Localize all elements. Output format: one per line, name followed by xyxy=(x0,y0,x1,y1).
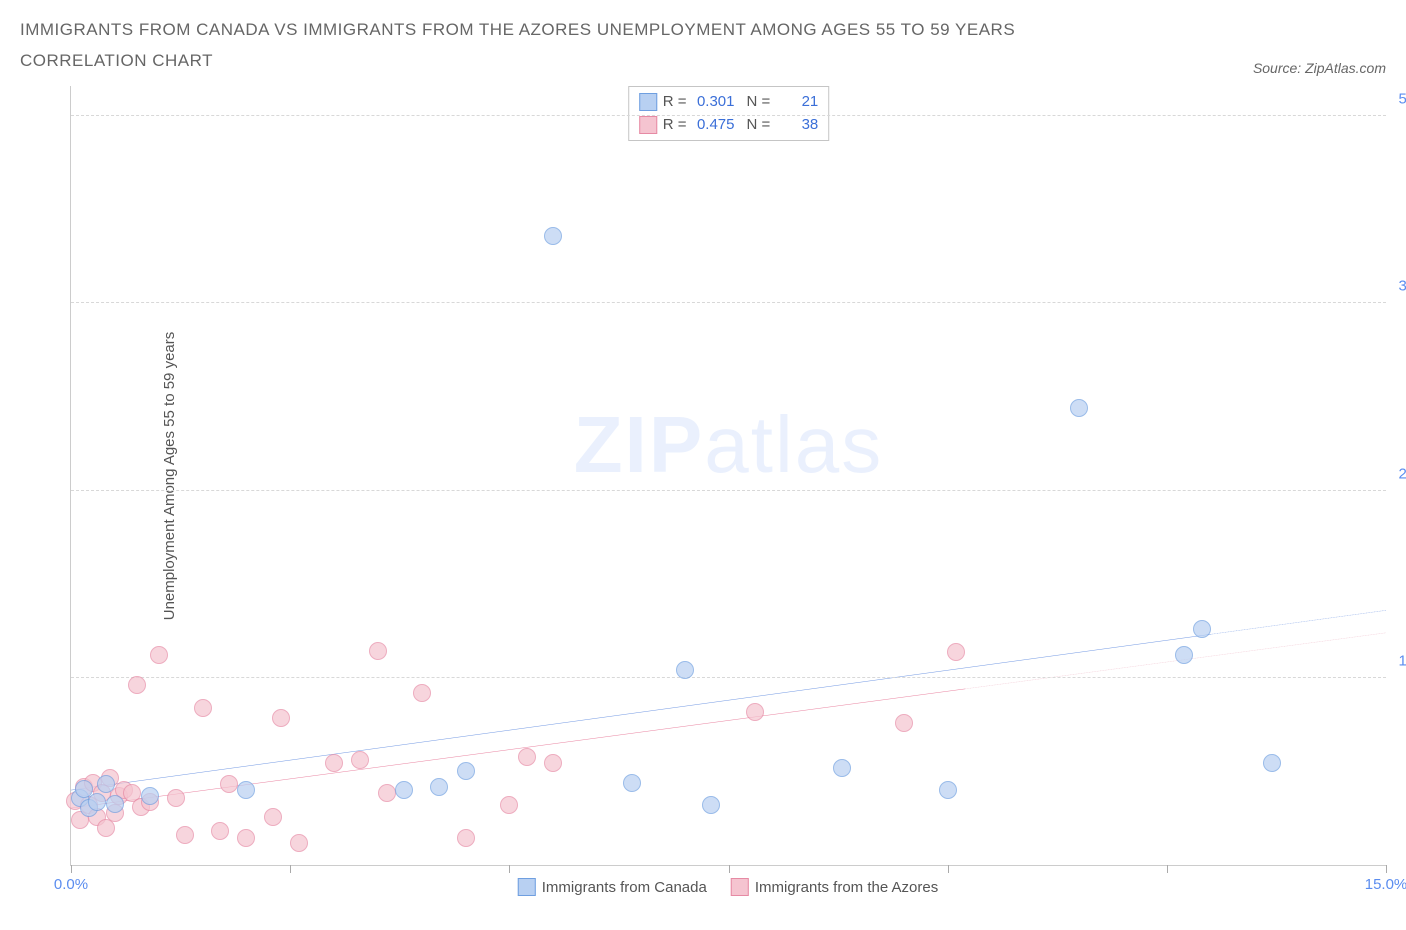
data-point xyxy=(272,709,290,727)
stats-row: R = 0.301 N =21 xyxy=(639,91,819,114)
data-point xyxy=(264,808,282,826)
legend-label: Immigrants from the Azores xyxy=(755,879,938,896)
data-point xyxy=(378,784,396,802)
legend-swatch xyxy=(639,93,657,111)
data-point xyxy=(518,748,536,766)
data-point xyxy=(623,774,641,792)
gridline xyxy=(71,302,1386,303)
data-point xyxy=(237,829,255,847)
y-tick-label: 37.5% xyxy=(1398,278,1406,295)
data-point xyxy=(1175,646,1193,664)
data-point xyxy=(351,751,369,769)
data-point xyxy=(128,676,146,694)
gridline xyxy=(71,677,1386,678)
legend-swatch xyxy=(639,116,657,134)
data-point xyxy=(194,699,212,717)
data-point xyxy=(413,684,431,702)
x-tick xyxy=(290,865,291,873)
y-tick-label: 12.5% xyxy=(1398,652,1406,669)
data-point xyxy=(220,775,238,793)
watermark-light: atlas xyxy=(704,400,883,489)
y-tick-label: 25.0% xyxy=(1398,465,1406,482)
x-tick xyxy=(71,865,72,873)
legend-swatch xyxy=(518,878,536,896)
data-point xyxy=(676,661,694,679)
data-point xyxy=(947,643,965,661)
x-tick xyxy=(729,865,730,873)
trend-lines xyxy=(71,86,1386,865)
legend-swatch xyxy=(731,878,749,896)
x-tick-label: 0.0% xyxy=(54,876,88,893)
data-point xyxy=(544,754,562,772)
data-point xyxy=(369,642,387,660)
scatter-plot: ZIPatlas R =0.301N =21R =0.475N =38 12.5… xyxy=(70,86,1386,866)
data-point xyxy=(1070,399,1088,417)
x-tick xyxy=(509,865,510,873)
x-tick-label: 15.0% xyxy=(1365,876,1406,893)
data-point xyxy=(895,714,913,732)
x-tick xyxy=(1167,865,1168,873)
gridline xyxy=(71,115,1386,116)
data-point xyxy=(1193,620,1211,638)
legend-label: Immigrants from Canada xyxy=(542,879,707,896)
stats-legend: R = 0.301 N =21 R = 0.475 N =38 xyxy=(628,86,830,141)
data-point xyxy=(702,796,720,814)
r-value: 0.475 xyxy=(693,114,735,137)
data-point xyxy=(150,646,168,664)
data-point xyxy=(290,834,308,852)
data-point xyxy=(106,795,124,813)
y-tick-label: 50.0% xyxy=(1398,91,1406,108)
legend-item: Immigrants from Canada xyxy=(518,878,707,896)
n-value: 38 xyxy=(776,114,818,137)
data-point xyxy=(237,781,255,799)
series-legend: Immigrants from Canada Immigrants from th… xyxy=(518,878,938,896)
data-point xyxy=(167,789,185,807)
data-point xyxy=(457,762,475,780)
data-point xyxy=(1263,754,1281,772)
data-point xyxy=(176,826,194,844)
data-point xyxy=(746,703,764,721)
data-point xyxy=(939,781,957,799)
data-point xyxy=(141,787,159,805)
source-label: Source: ZipAtlas.com xyxy=(1253,60,1386,76)
chart-title: IMMIGRANTS FROM CANADA VS IMMIGRANTS FRO… xyxy=(20,15,1120,76)
data-point xyxy=(544,227,562,245)
r-label: R = xyxy=(663,91,687,114)
data-point xyxy=(325,754,343,772)
n-label: N = xyxy=(747,91,771,114)
watermark: ZIPatlas xyxy=(574,399,883,491)
n-label: N = xyxy=(747,114,771,137)
x-tick xyxy=(1386,865,1387,873)
watermark-bold: ZIP xyxy=(574,400,704,489)
x-tick xyxy=(948,865,949,873)
data-point xyxy=(430,778,448,796)
legend-item: Immigrants from the Azores xyxy=(731,878,938,896)
data-point xyxy=(457,829,475,847)
gridline xyxy=(71,490,1386,491)
data-point xyxy=(500,796,518,814)
r-value: 0.301 xyxy=(693,91,735,114)
data-point xyxy=(97,775,115,793)
data-point xyxy=(833,759,851,777)
data-point xyxy=(395,781,413,799)
n-value: 21 xyxy=(776,91,818,114)
r-label: R = xyxy=(663,114,687,137)
data-point xyxy=(211,822,229,840)
stats-row: R = 0.475 N =38 xyxy=(639,114,819,137)
data-point xyxy=(88,793,106,811)
